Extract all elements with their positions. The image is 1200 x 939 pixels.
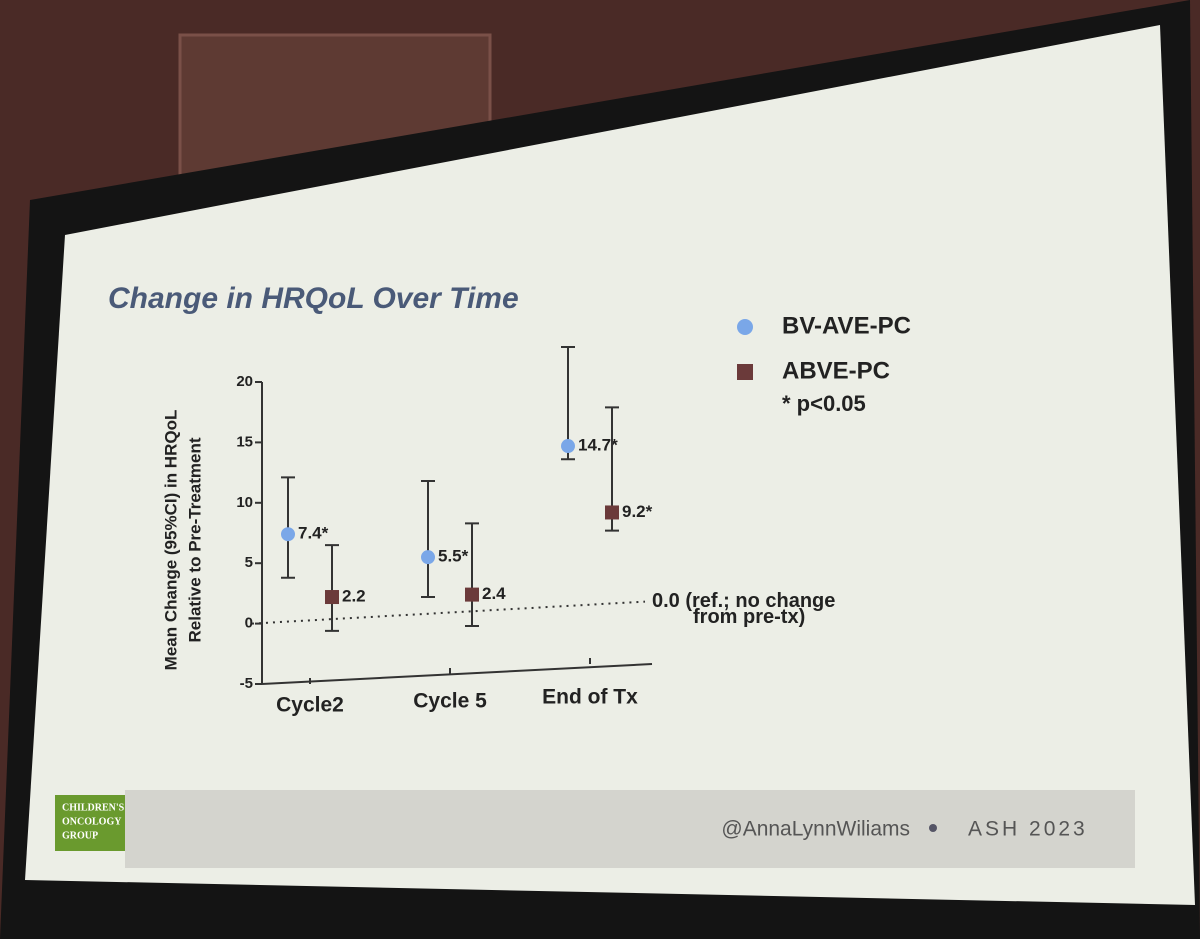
y-tick-label: 5 [245, 554, 253, 571]
point [561, 439, 575, 454]
logo-text: ONCOLOGY [62, 816, 122, 827]
value-label: 2.4 [482, 584, 506, 603]
legend-marker [737, 319, 753, 335]
reference-label: from pre-tx) [693, 606, 805, 628]
logo-text: CHILDREN'S [62, 802, 125, 813]
reference-label: 0.0 (ref.; no change [652, 590, 835, 612]
y-axis-label: Mean Change (95%CI) in HRQoL [161, 410, 180, 671]
y-tick-label: 10 [236, 494, 253, 511]
point [325, 590, 339, 605]
legend-marker [737, 364, 753, 380]
chart-title: Change in HRQoL Over Time [108, 282, 519, 315]
value-label: 14.7* [578, 436, 618, 455]
error-bar [421, 480, 435, 599]
y-tick-label: -5 [240, 675, 253, 692]
x-tick-label: Cycle 5 [413, 690, 487, 713]
reference-line [251, 600, 646, 625]
note: * p<0.05 [782, 391, 866, 416]
y-axis-label: Relative to Pre-Treatment [185, 437, 204, 642]
x-tick-label: Cycle2 [276, 694, 344, 717]
point [605, 505, 619, 520]
point [465, 587, 479, 602]
value-label: 7.4* [298, 524, 329, 543]
value-label: 5.5* [438, 547, 469, 566]
footer-bullet [929, 824, 937, 832]
error-bar [325, 544, 339, 632]
x-axis [261, 663, 653, 685]
footer-bar [125, 790, 1135, 868]
slide [25, 25, 1195, 905]
x-tick-label: End of Tx [542, 686, 638, 709]
point [421, 550, 435, 565]
logo-text: GROUP [62, 830, 98, 841]
value-label: 2.2 [342, 587, 366, 606]
legend-label: ABVE-PC [782, 357, 890, 384]
value-label: 9.2* [622, 502, 653, 521]
legend-label: BV-AVE-PC [782, 312, 911, 339]
point [281, 527, 295, 542]
error-bar [465, 522, 479, 628]
footer-handle: @AnnaLynnWiliams [721, 818, 910, 841]
y-tick-label: 20 [236, 373, 253, 390]
y-tick-label: 15 [236, 433, 253, 450]
y-tick-label: 0 [245, 615, 253, 632]
footer-event: ASH 2023 [968, 818, 1088, 841]
logo [55, 795, 125, 851]
